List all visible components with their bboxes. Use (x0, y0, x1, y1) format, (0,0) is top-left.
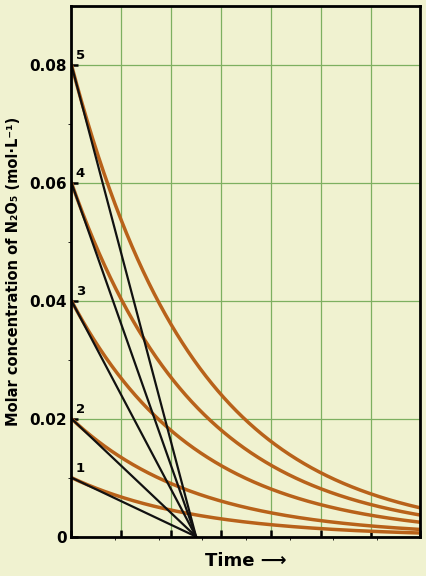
Y-axis label: Molar concentration of N₂O₅ (mol·L⁻¹): Molar concentration of N₂O₅ (mol·L⁻¹) (6, 116, 20, 426)
Text: 4: 4 (75, 166, 85, 180)
Text: 1: 1 (75, 461, 85, 475)
Text: 5: 5 (75, 48, 85, 62)
Text: 3: 3 (75, 285, 85, 298)
X-axis label: Time ⟶: Time ⟶ (205, 552, 287, 570)
Text: 2: 2 (75, 403, 85, 416)
